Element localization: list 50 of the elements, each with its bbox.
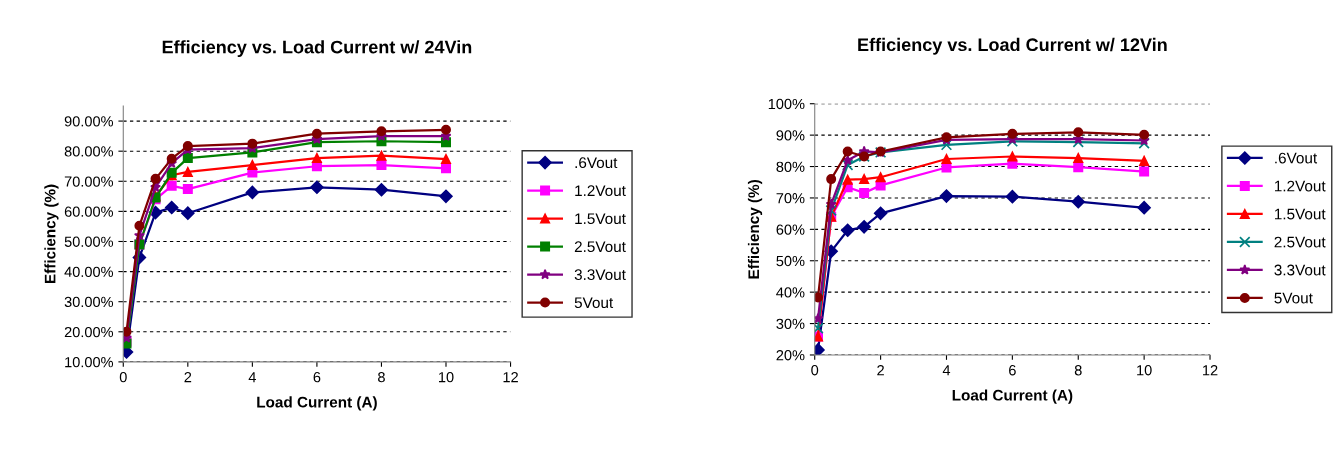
y-tick-label: 100% <box>768 98 805 110</box>
x-tick-label: 6 <box>313 371 321 383</box>
legend-label: 1.2Vout <box>1274 180 1326 192</box>
y-tick-label: 20.00% <box>64 326 114 338</box>
legend-label: 3.3Vout <box>574 269 626 281</box>
y-tick-label: 50.00% <box>64 236 114 247</box>
x-tick-label: 8 <box>1074 365 1082 376</box>
x-tick-label: 4 <box>248 372 256 383</box>
x-tick-label: 2 <box>184 371 192 383</box>
legend-label: 3.3Vout <box>1274 264 1326 276</box>
legend-label: 1.5Vout <box>575 213 626 225</box>
x-axis-title: Load Current (A) <box>257 396 377 411</box>
x-tick-label: 12 <box>503 371 518 383</box>
y-tick-label: 30.00% <box>64 296 114 308</box>
x-tick-label: 12 <box>1203 365 1218 376</box>
x-tick-label: 0 <box>119 371 127 383</box>
legend-label: 1.2Vout <box>575 185 626 197</box>
y-axis-title: Efficiency (%) <box>747 180 763 279</box>
legend-label: 1.5Vout <box>1274 208 1326 220</box>
legend-label: 2.5Vout <box>574 241 626 253</box>
x-tick-label: 6 <box>1009 365 1016 376</box>
y-tick-label: 40% <box>776 287 805 298</box>
x-tick-label: 10 <box>439 371 454 383</box>
y-tick-label: 80% <box>776 161 805 172</box>
x-axis-title: Load Current (A) <box>952 389 1073 404</box>
x-tick-label: 2 <box>877 365 884 376</box>
y-tick-label: 60.00% <box>64 206 114 217</box>
legend-label: .6Vout <box>1275 152 1318 164</box>
y-tick-label: 30% <box>776 318 805 329</box>
x-tick-label: 4 <box>942 365 951 376</box>
chart-title: Efficiency vs. Load Current w/ 12Vin <box>858 37 1167 55</box>
legend-label: 2.5Vout <box>1274 236 1326 248</box>
y-tick-label: 70.00% <box>64 176 114 187</box>
y-tick-label: 90.00% <box>64 116 114 127</box>
legend-label: .6Vout <box>575 157 618 169</box>
y-tick-label: 80.00% <box>64 146 114 157</box>
y-tick-label: 90% <box>776 130 805 141</box>
x-tick-label: 0 <box>811 365 819 376</box>
y-tick-label: 50% <box>776 255 805 267</box>
y-tick-label: 40.00% <box>64 266 114 278</box>
y-tick-label: 20% <box>776 350 805 361</box>
y-tick-label: 60% <box>776 224 805 235</box>
x-tick-label: 10 <box>1137 365 1152 376</box>
y-tick-label: 70% <box>776 193 805 204</box>
y-tick-label: 10.00% <box>65 356 114 368</box>
chart-title: Efficiency vs. Load Current w/ 24Vin <box>162 40 472 57</box>
x-tick-label: 8 <box>378 371 385 383</box>
legend-label: 5Vout <box>1274 292 1313 304</box>
legend-label: 5Vout <box>574 297 614 309</box>
y-axis-title: Efficiency (%) <box>44 184 59 284</box>
